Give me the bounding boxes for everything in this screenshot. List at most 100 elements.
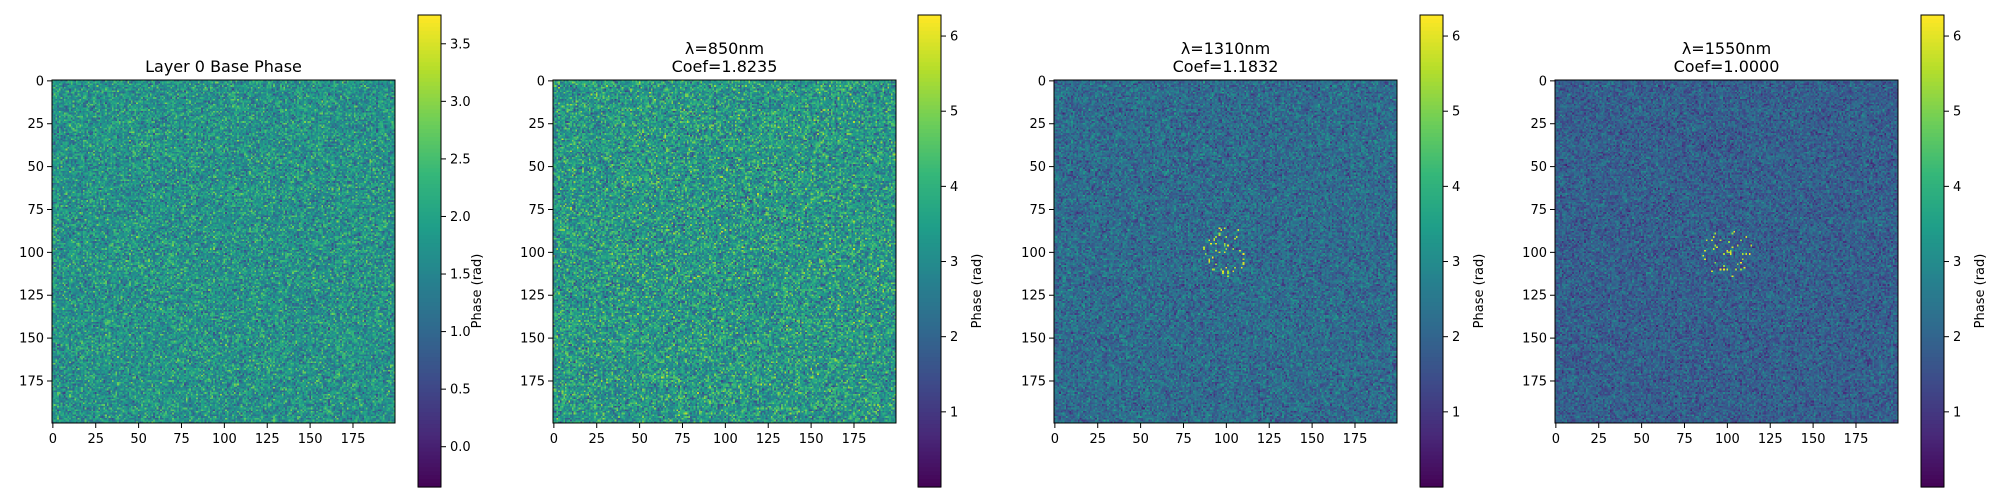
colorbar-segment — [418, 262, 441, 268]
colorbar-segment — [418, 109, 441, 114]
colorbar-segment — [1921, 278, 1944, 284]
colorbar-segment — [1921, 329, 1944, 335]
x-tick-label: 0 — [1552, 432, 1560, 447]
colorbar-segment — [418, 329, 441, 335]
colorbar-segment — [918, 353, 941, 358]
y-tick-label: 75 — [528, 203, 545, 218]
colorbar-segment — [1420, 121, 1443, 126]
colorbar-segment — [918, 431, 941, 437]
colorbar-segment — [418, 85, 441, 91]
colorbar-segment — [1420, 404, 1443, 409]
colorbar-segment — [1420, 113, 1443, 118]
colorbar-segment — [918, 337, 941, 343]
colorbar-segment — [918, 70, 941, 75]
colorbar-segment — [1921, 353, 1944, 358]
colorbar-tick-label: 1 — [950, 405, 958, 420]
x-tick-label: 25 — [1590, 432, 1607, 447]
colorbar-segment — [918, 152, 941, 158]
colorbar-segment — [1420, 136, 1443, 142]
colorbar-segment — [1420, 219, 1443, 225]
colorbar-segment — [918, 475, 941, 480]
colorbar-segment — [1420, 247, 1443, 252]
x-tick-label: 25 — [588, 432, 605, 447]
y-tick-label: 100 — [1522, 246, 1547, 261]
colorbar-segment — [918, 168, 941, 173]
colorbar-segment — [418, 70, 441, 75]
colorbar-segment — [1420, 270, 1443, 276]
colorbar-segment — [918, 117, 941, 122]
y-tick-label: 75 — [1530, 203, 1547, 218]
x-tick-label: 25 — [1089, 432, 1106, 447]
colorbar-segment — [918, 129, 941, 134]
y-tick-label: 150 — [1522, 332, 1547, 347]
colorbar-segment — [918, 321, 941, 327]
colorbar-tick-label: 1.5 — [450, 268, 471, 283]
colorbar-tick-label: 6 — [1953, 30, 1961, 45]
colorbar-segment — [1921, 376, 1944, 382]
colorbar-segment — [1921, 125, 1944, 130]
colorbar-tick-label: 0.5 — [450, 383, 471, 398]
colorbar-segment — [418, 77, 441, 83]
colorbar-segment — [418, 404, 441, 409]
colorbar-segment — [918, 278, 941, 284]
colorbar-segment — [1420, 463, 1443, 468]
colorbar-segment — [418, 294, 441, 299]
colorbar-segment — [418, 172, 441, 177]
colorbar-segment — [1921, 247, 1944, 252]
colorbar-segment — [418, 129, 441, 134]
colorbar-segment — [918, 447, 941, 453]
x-tick-label: 75 — [173, 432, 190, 447]
colorbar-segment — [418, 144, 441, 150]
colorbar-segment — [918, 160, 941, 166]
colorbar-segment — [918, 471, 941, 476]
x-tick-label: 150 — [799, 432, 824, 447]
x-tick-label: 100 — [212, 432, 237, 447]
colorbar-segment — [918, 325, 941, 331]
colorbar-segment — [1921, 70, 1944, 75]
colorbar-segment — [418, 416, 441, 421]
colorbar-segment — [1420, 184, 1443, 189]
colorbar-segment — [918, 109, 941, 114]
colorbar-segment — [418, 227, 441, 232]
colorbar-tick-label: 1 — [1953, 405, 1961, 420]
colorbar-segment — [1420, 333, 1443, 339]
y-tick-label: 175 — [520, 374, 545, 389]
colorbar-segment — [1420, 471, 1443, 476]
colorbar-segment — [418, 451, 441, 457]
colorbar-segment — [918, 424, 941, 429]
x-tick-label: 125 — [255, 432, 280, 447]
colorbar-segment — [918, 156, 941, 162]
colorbar-segment — [418, 376, 441, 382]
colorbar-segment — [1420, 199, 1443, 205]
colorbar-segment — [1420, 18, 1443, 24]
colorbar-segment — [918, 428, 941, 433]
colorbar-segment — [1921, 18, 1944, 24]
colorbar-segment — [418, 483, 441, 488]
colorbar-segment — [918, 140, 941, 146]
y-tick-label: 50 — [1530, 160, 1547, 175]
x-tick-label: 50 — [130, 432, 147, 447]
colorbar-segment — [1921, 439, 1944, 445]
colorbar-frame — [1920, 14, 1945, 488]
axes-frame — [552, 79, 897, 424]
colorbar-segment — [918, 239, 941, 244]
colorbar-segment — [418, 136, 441, 142]
colorbar-segment — [418, 46, 441, 51]
colorbar-segment — [918, 258, 941, 264]
colorbar-segment — [1420, 93, 1443, 99]
colorbar-segment — [418, 239, 441, 244]
colorbar-segment — [1921, 144, 1944, 150]
colorbar-segment — [918, 199, 941, 205]
colorbar-segment — [1420, 479, 1443, 484]
colorbar-segment — [1420, 443, 1443, 449]
colorbar-segment — [918, 203, 941, 209]
colorbar-segment — [1921, 164, 1944, 169]
colorbar-segment — [418, 428, 441, 433]
colorbar-segment — [918, 93, 941, 99]
colorbar-tick-label: 2.5 — [450, 152, 471, 167]
colorbar-segment — [418, 424, 441, 429]
colorbar-segment — [918, 62, 941, 67]
colorbar-segment — [1420, 105, 1443, 110]
colorbar-segment — [418, 372, 441, 378]
